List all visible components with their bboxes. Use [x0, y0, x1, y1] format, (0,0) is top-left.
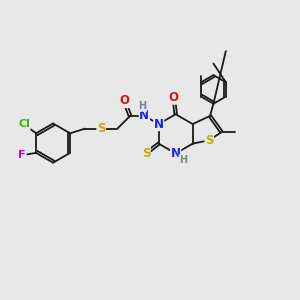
Text: S: S — [97, 122, 106, 135]
Text: F: F — [19, 150, 26, 160]
Text: N: N — [154, 118, 164, 130]
Text: O: O — [169, 91, 179, 104]
Text: S: S — [142, 147, 150, 160]
Text: N: N — [140, 110, 149, 122]
Text: Cl: Cl — [18, 119, 30, 130]
Text: O: O — [119, 94, 129, 107]
Text: S: S — [205, 134, 214, 147]
Text: H: H — [139, 101, 147, 111]
Text: N: N — [171, 147, 181, 160]
Text: H: H — [179, 155, 187, 165]
